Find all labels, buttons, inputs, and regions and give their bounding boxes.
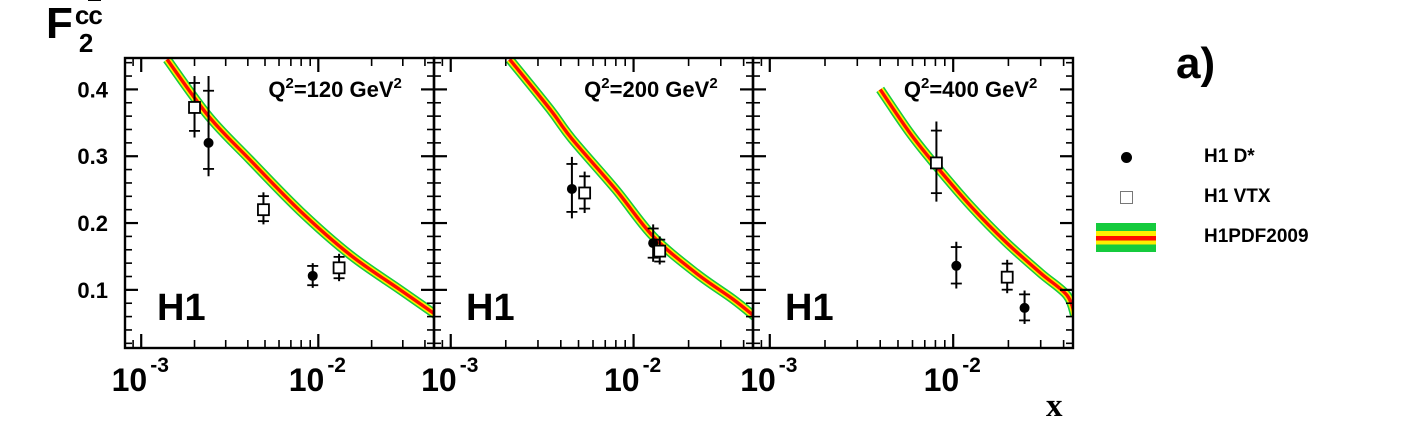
band-stroke [508,58,753,318]
x-tick-label: 10 [289,362,325,398]
legend-item-label: H1 D* [1204,146,1255,167]
data-point-circle [1019,302,1030,313]
data-point-square [188,101,201,114]
y-tick-label: 0.1 [77,278,108,303]
legend-marker-cell [1094,151,1158,163]
filled-circle-icon [1120,151,1132,163]
y-tick-label: 0.4 [77,77,108,102]
band-stroke [878,88,1073,316]
x-tick-label: 10 [604,362,640,398]
x-tick-label: 10 [740,362,776,398]
data-point-circle [307,270,318,281]
q2-label: Q2=200 GeV2 [584,75,718,102]
data-point-square [1000,270,1014,284]
data-point-square [653,244,667,258]
legend-marker-cell [1094,190,1158,204]
data-point-square [257,203,270,217]
legend-item: H1 VTX [1094,177,1309,217]
panel-tag: a) [1176,39,1216,88]
ticks [125,58,434,348]
data-point-square [332,261,346,275]
pdf-band [505,58,753,321]
legend-item-label: H1 VTX [1204,186,1271,207]
q2-label: Q2=120 GeV2 [268,75,402,102]
series-filled-circle [950,241,1031,324]
f2-sup-c: c [74,0,90,30]
legend-item: H1PDF2009 [1094,217,1309,257]
data-point-circle [566,183,577,194]
x-tick-exponent: -2 [643,354,662,377]
series-filled-circle [203,76,319,288]
data-point-square [930,156,943,170]
y-axis-title: F cc 2 [46,0,103,58]
band-swatch-icon [1096,222,1156,252]
band-stroke [876,86,1073,317]
f2-superscript: cc [74,0,103,30]
ticks [753,58,1073,348]
x-tick-label: 10 [112,362,148,398]
data-point-circle [203,137,214,148]
h1-watermark: H1 [157,287,206,329]
f2-base: F [46,0,73,48]
x-tick-exponent: -3 [779,354,798,377]
x-tick-label: 10 [421,362,457,398]
data-point-square [578,186,592,200]
q2-label: Q2=400 GeV2 [904,75,1038,102]
legend: H1 D* H1 VTX H1PDF2009 [1094,137,1309,257]
x-axis-title: x [1046,388,1063,424]
legend-item-label: H1PDF2009 [1204,226,1309,247]
y-tick-label: 0.2 [77,211,108,236]
x-tick-exponent: -3 [150,354,169,377]
x-tick-exponent: -2 [327,354,346,377]
f2-subscript: 2 [78,28,94,58]
pdf-band [876,86,1073,317]
series-open-square [930,121,1014,294]
y-tick-label: 0.3 [77,144,108,169]
h1-watermark: H1 [466,287,515,329]
f2-sup-cbar: c [88,0,103,30]
x-tick-exponent: -3 [460,354,479,377]
h1-watermark: H1 [785,287,834,329]
open-square-icon [1119,190,1133,204]
x-tick-label: 10 [924,362,960,398]
data-point-circle [951,260,962,271]
x-tick-exponent: -2 [962,354,981,377]
f2-scripts: cc 2 [74,0,103,58]
legend-item: H1 D* [1094,137,1309,177]
legend-marker-cell [1094,222,1158,252]
series-open-square [578,171,667,265]
series-open-square [188,76,346,282]
